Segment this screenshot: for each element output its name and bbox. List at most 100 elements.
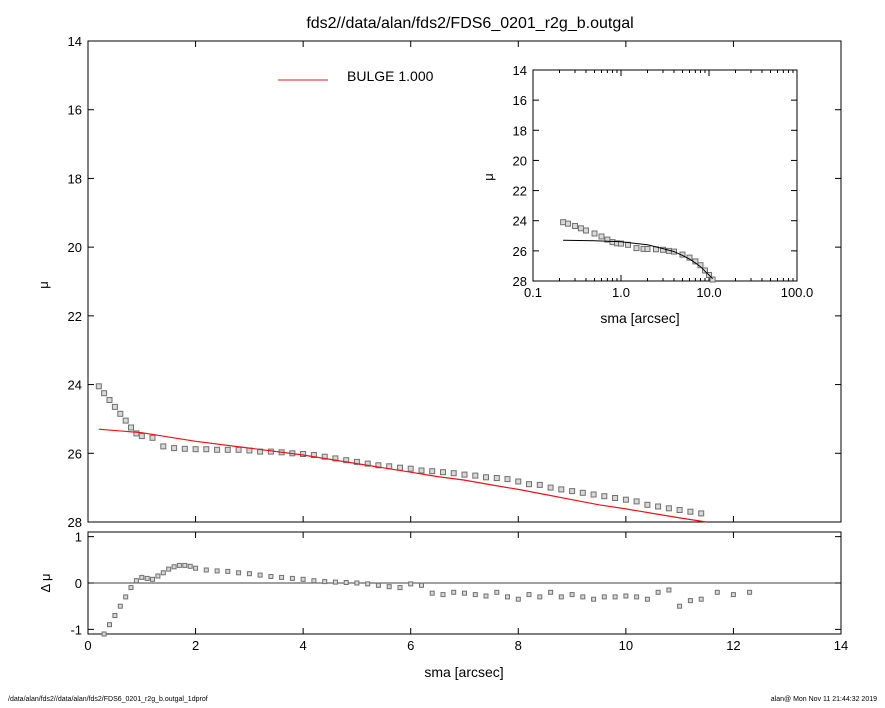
data-point <box>598 233 605 240</box>
y-tick-label: 22 <box>68 309 82 324</box>
data-point <box>526 592 532 598</box>
y-tick-label: 18 <box>513 123 527 138</box>
data-point <box>279 574 285 580</box>
data-point <box>203 446 210 453</box>
data-point <box>494 589 500 595</box>
data-point <box>133 578 139 584</box>
data-point <box>332 579 338 585</box>
data-point <box>560 219 567 226</box>
data-point <box>526 481 532 488</box>
data-point <box>612 495 619 501</box>
x-tick-label: 4 <box>300 638 307 653</box>
data-point <box>257 572 263 578</box>
data-point <box>107 622 112 628</box>
data-point <box>655 503 662 510</box>
y-tick-label: 20 <box>68 240 82 255</box>
data-point <box>128 424 134 431</box>
x-tick-label: 10.0 <box>696 285 721 300</box>
data-point <box>160 570 166 576</box>
data-point <box>601 594 607 600</box>
data-point <box>698 510 705 517</box>
inset-panel: 0.1 1.0 10.0 100.0 14 16 18 20 22 24 26 28 μ sma [a… <box>481 63 813 326</box>
data-point <box>450 470 457 477</box>
footer-filename: /data/alan/fds2//data/alan/fds2/FDS6_020… <box>8 696 208 703</box>
data-point <box>214 446 221 453</box>
data-point <box>577 225 584 232</box>
data-point <box>569 592 575 598</box>
data-point <box>111 403 118 410</box>
data-point <box>590 491 597 498</box>
data-point <box>644 501 651 508</box>
data-point <box>353 458 360 465</box>
data-point <box>407 465 414 472</box>
x-tick-label: 8 <box>515 638 522 653</box>
data-point <box>364 460 371 467</box>
data-point <box>181 445 188 452</box>
data-point <box>622 496 629 503</box>
y-tick-label: 28 <box>513 274 527 289</box>
data-point <box>644 246 651 252</box>
data-point <box>623 593 629 599</box>
data-point <box>483 593 489 599</box>
data-point <box>117 603 123 609</box>
model-line <box>98 428 707 523</box>
y-tick-label: 26 <box>68 446 82 461</box>
data-point <box>155 573 161 579</box>
y-tick-label: 16 <box>513 93 527 108</box>
data-point <box>714 589 720 595</box>
data-point <box>429 468 436 475</box>
data-point <box>709 276 716 283</box>
footer-timestamp: alan@ Mon Nov 11 21:44:32 2019 <box>770 696 877 703</box>
data-point <box>515 596 521 602</box>
residual-plot-area <box>88 562 841 637</box>
data-point <box>565 220 571 227</box>
data-point <box>225 568 231 574</box>
data-point <box>182 562 188 568</box>
data-point <box>547 484 554 491</box>
data-point <box>408 581 414 587</box>
data-point <box>106 397 113 403</box>
y-tick-label: 1 <box>75 530 82 545</box>
data-point <box>112 613 118 618</box>
data-point <box>101 390 108 397</box>
data-point <box>687 508 694 515</box>
data-point <box>160 443 167 450</box>
main-plot-frame <box>87 40 842 523</box>
x-tick-label: 0.1 <box>524 285 542 300</box>
data-point <box>144 575 150 581</box>
data-point <box>612 594 618 600</box>
data-point <box>268 574 274 579</box>
data-point <box>634 594 640 600</box>
data-point <box>687 598 693 604</box>
data-point <box>591 596 597 602</box>
data-point <box>235 446 242 453</box>
data-point <box>440 592 446 598</box>
y-tick-label: 20 <box>513 153 527 168</box>
data-point <box>548 589 554 595</box>
data-point <box>332 455 339 462</box>
main-axis-ticks: 14 16 18 20 22 24 26 28 <box>68 34 842 530</box>
data-point <box>310 452 317 458</box>
data-point <box>176 562 182 568</box>
data-point <box>128 585 134 591</box>
data-point <box>343 580 349 585</box>
data-point <box>149 434 156 441</box>
inset-x-axis-label: sma [arcsec] <box>600 310 679 326</box>
data-point <box>419 582 424 588</box>
data-point <box>214 568 220 574</box>
data-point <box>354 580 360 586</box>
inset-y-axis-label: μ <box>481 173 496 181</box>
data-point <box>462 590 467 596</box>
x-tick-label: 14 <box>834 638 848 653</box>
data-point <box>569 488 576 495</box>
data-point <box>618 240 624 247</box>
data-point <box>117 410 124 417</box>
y-tick-label: 24 <box>68 378 82 393</box>
data-point <box>572 223 578 229</box>
data-point <box>698 596 704 602</box>
x-tick-label: 1.0 <box>612 285 630 300</box>
data-point <box>171 445 178 452</box>
inset-plot-area <box>560 219 716 283</box>
